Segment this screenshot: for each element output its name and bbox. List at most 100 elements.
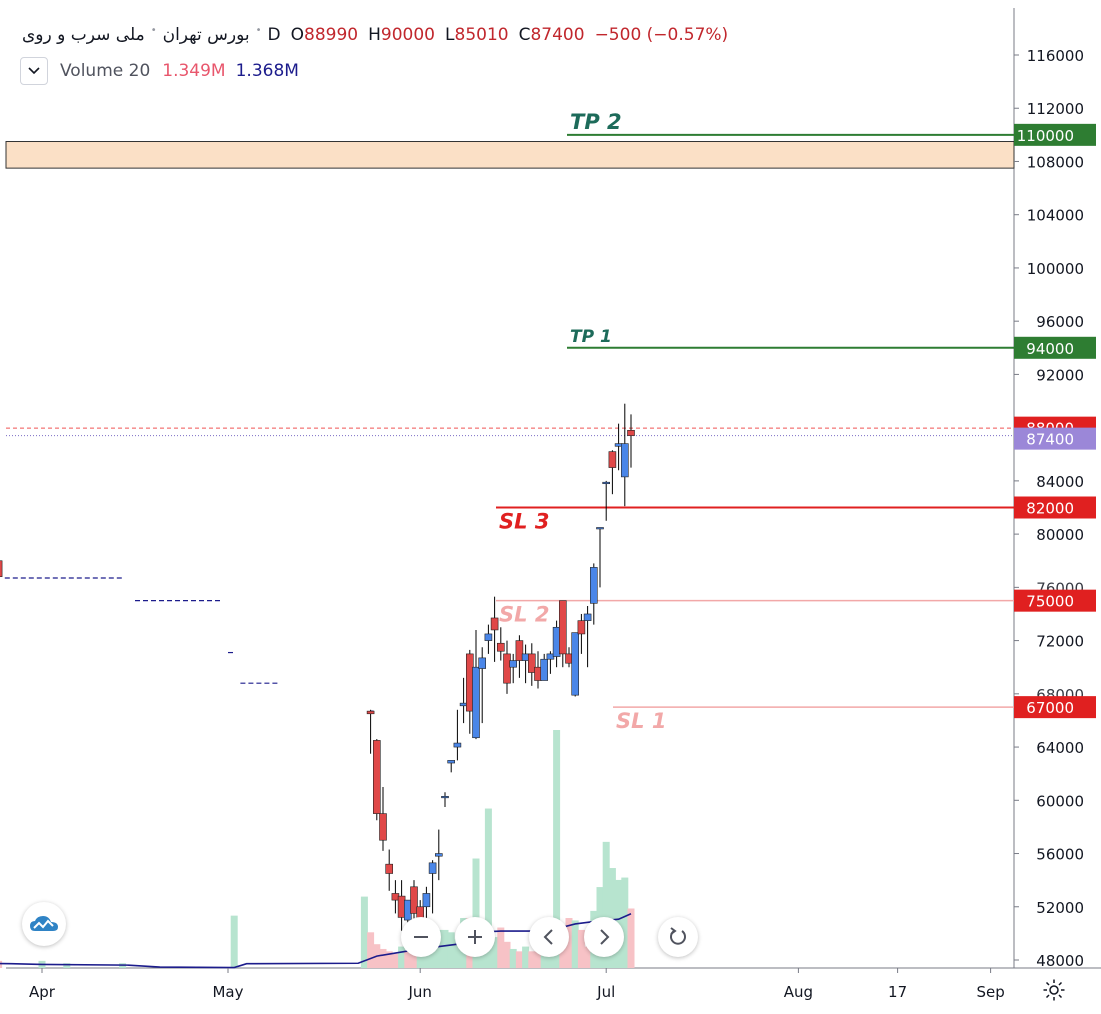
zoom-in-button[interactable] xyxy=(455,917,495,957)
low-label: L xyxy=(445,25,455,45)
high-label: H xyxy=(368,25,381,45)
reset-chart-button[interactable] xyxy=(658,917,698,957)
volume-bar xyxy=(515,951,523,968)
symbol-name: ملی سرب و روی xyxy=(22,25,145,45)
high-value: 90000 xyxy=(380,25,436,45)
change-value: −500 (−0.57%) xyxy=(594,25,729,45)
scroll-right-button[interactable] xyxy=(584,917,624,957)
volume-bar xyxy=(534,951,542,968)
volume-bar xyxy=(584,946,592,968)
volume-bar xyxy=(398,946,406,968)
volume-bar xyxy=(528,951,536,968)
y-tick-label: 104000 xyxy=(1027,207,1084,225)
candle-body xyxy=(422,893,431,908)
open-value: 88990 xyxy=(304,25,359,45)
volume-bar xyxy=(602,841,610,968)
candle-body xyxy=(596,527,604,530)
candle-body xyxy=(372,740,381,814)
volume-bar xyxy=(416,946,424,968)
candle-body xyxy=(441,796,449,799)
volume-bar xyxy=(497,927,505,968)
volume-bar xyxy=(491,937,499,968)
volume-value: 1.349M xyxy=(162,61,226,81)
zoom-out-button[interactable] xyxy=(401,917,441,957)
volume-bar xyxy=(447,932,455,968)
candle-body xyxy=(496,642,505,652)
volume-bar xyxy=(553,730,561,968)
y-tick-label: 64000 xyxy=(1036,739,1084,757)
tradingview-logo-button[interactable] xyxy=(22,902,66,946)
low-value: 85010 xyxy=(454,25,509,45)
level-label: TP 2 xyxy=(570,110,622,134)
level-label: SL 3 xyxy=(499,510,549,534)
candle-body xyxy=(583,613,592,621)
price-tag: 110000 xyxy=(1017,127,1074,145)
x-tick-label: Jun xyxy=(407,983,431,1001)
candle-body xyxy=(627,430,635,436)
settings-button[interactable] xyxy=(1040,976,1068,1004)
y-tick-label: 56000 xyxy=(1036,846,1084,864)
close-value: 87400 xyxy=(530,25,585,45)
price-tag: 82000 xyxy=(1026,500,1074,518)
volume-bar xyxy=(621,877,629,968)
minus-icon xyxy=(414,936,428,938)
x-tick-label: Jul xyxy=(596,983,615,1001)
candle-body xyxy=(503,653,511,684)
volume-bar xyxy=(379,948,387,968)
volume-bar xyxy=(565,918,573,968)
candle-body xyxy=(379,813,387,841)
candle-body xyxy=(509,660,518,668)
volume-bar xyxy=(410,948,418,968)
chevron-left-icon xyxy=(543,929,553,945)
candle-body xyxy=(558,600,567,655)
price-tag: 75000 xyxy=(1026,593,1074,611)
candle-body xyxy=(540,658,549,681)
chevron-right-icon xyxy=(600,929,610,945)
candle-body xyxy=(385,863,394,874)
volume-bar xyxy=(627,908,635,968)
candle-body xyxy=(515,640,524,661)
candle-body xyxy=(453,742,462,748)
price-tag: 94000 xyxy=(1026,340,1074,358)
x-tick-label: May xyxy=(212,983,243,1001)
scroll-left-button[interactable] xyxy=(529,917,569,957)
volume-bar xyxy=(230,915,238,968)
open-label: O xyxy=(290,25,305,45)
volume-bar xyxy=(429,939,437,968)
y-tick-label: 116000 xyxy=(1027,47,1084,65)
y-tick-label: 72000 xyxy=(1036,633,1084,651)
candle-body xyxy=(571,632,580,696)
y-tick-label: 52000 xyxy=(1036,899,1084,917)
reset-icon xyxy=(670,927,686,945)
volume-bar xyxy=(484,808,492,968)
candle-body xyxy=(589,567,598,604)
candle-body xyxy=(490,617,499,631)
volume-bar xyxy=(571,920,579,968)
cloud-logo-icon xyxy=(30,916,58,931)
y-tick-label: 100000 xyxy=(1027,260,1084,278)
collapse-button[interactable] xyxy=(20,57,48,85)
candle-body xyxy=(484,633,493,641)
volume-indicator-name: Volume 20 xyxy=(60,61,151,81)
candle-body xyxy=(472,666,480,739)
x-tick-label: 17 xyxy=(888,983,907,1001)
price-tag-bg xyxy=(1014,427,1096,450)
volume-legend: Volume 20 1.349M 1.368M xyxy=(20,56,299,86)
candle-body xyxy=(434,853,443,857)
candle-body xyxy=(0,560,3,578)
interval-label: D xyxy=(267,25,281,45)
candle-body xyxy=(428,862,437,874)
candle-body xyxy=(447,760,456,764)
volume-bar xyxy=(385,951,393,968)
x-tick-label: Sep xyxy=(976,983,1004,1001)
volume-bar xyxy=(435,929,443,968)
candle-body xyxy=(602,481,611,485)
candle-body xyxy=(608,451,617,468)
level-label: SL 2 xyxy=(499,603,549,627)
y-tick-label: 60000 xyxy=(1036,792,1084,810)
volume-bar xyxy=(0,960,3,968)
y-tick-label: 112000 xyxy=(1027,100,1084,118)
